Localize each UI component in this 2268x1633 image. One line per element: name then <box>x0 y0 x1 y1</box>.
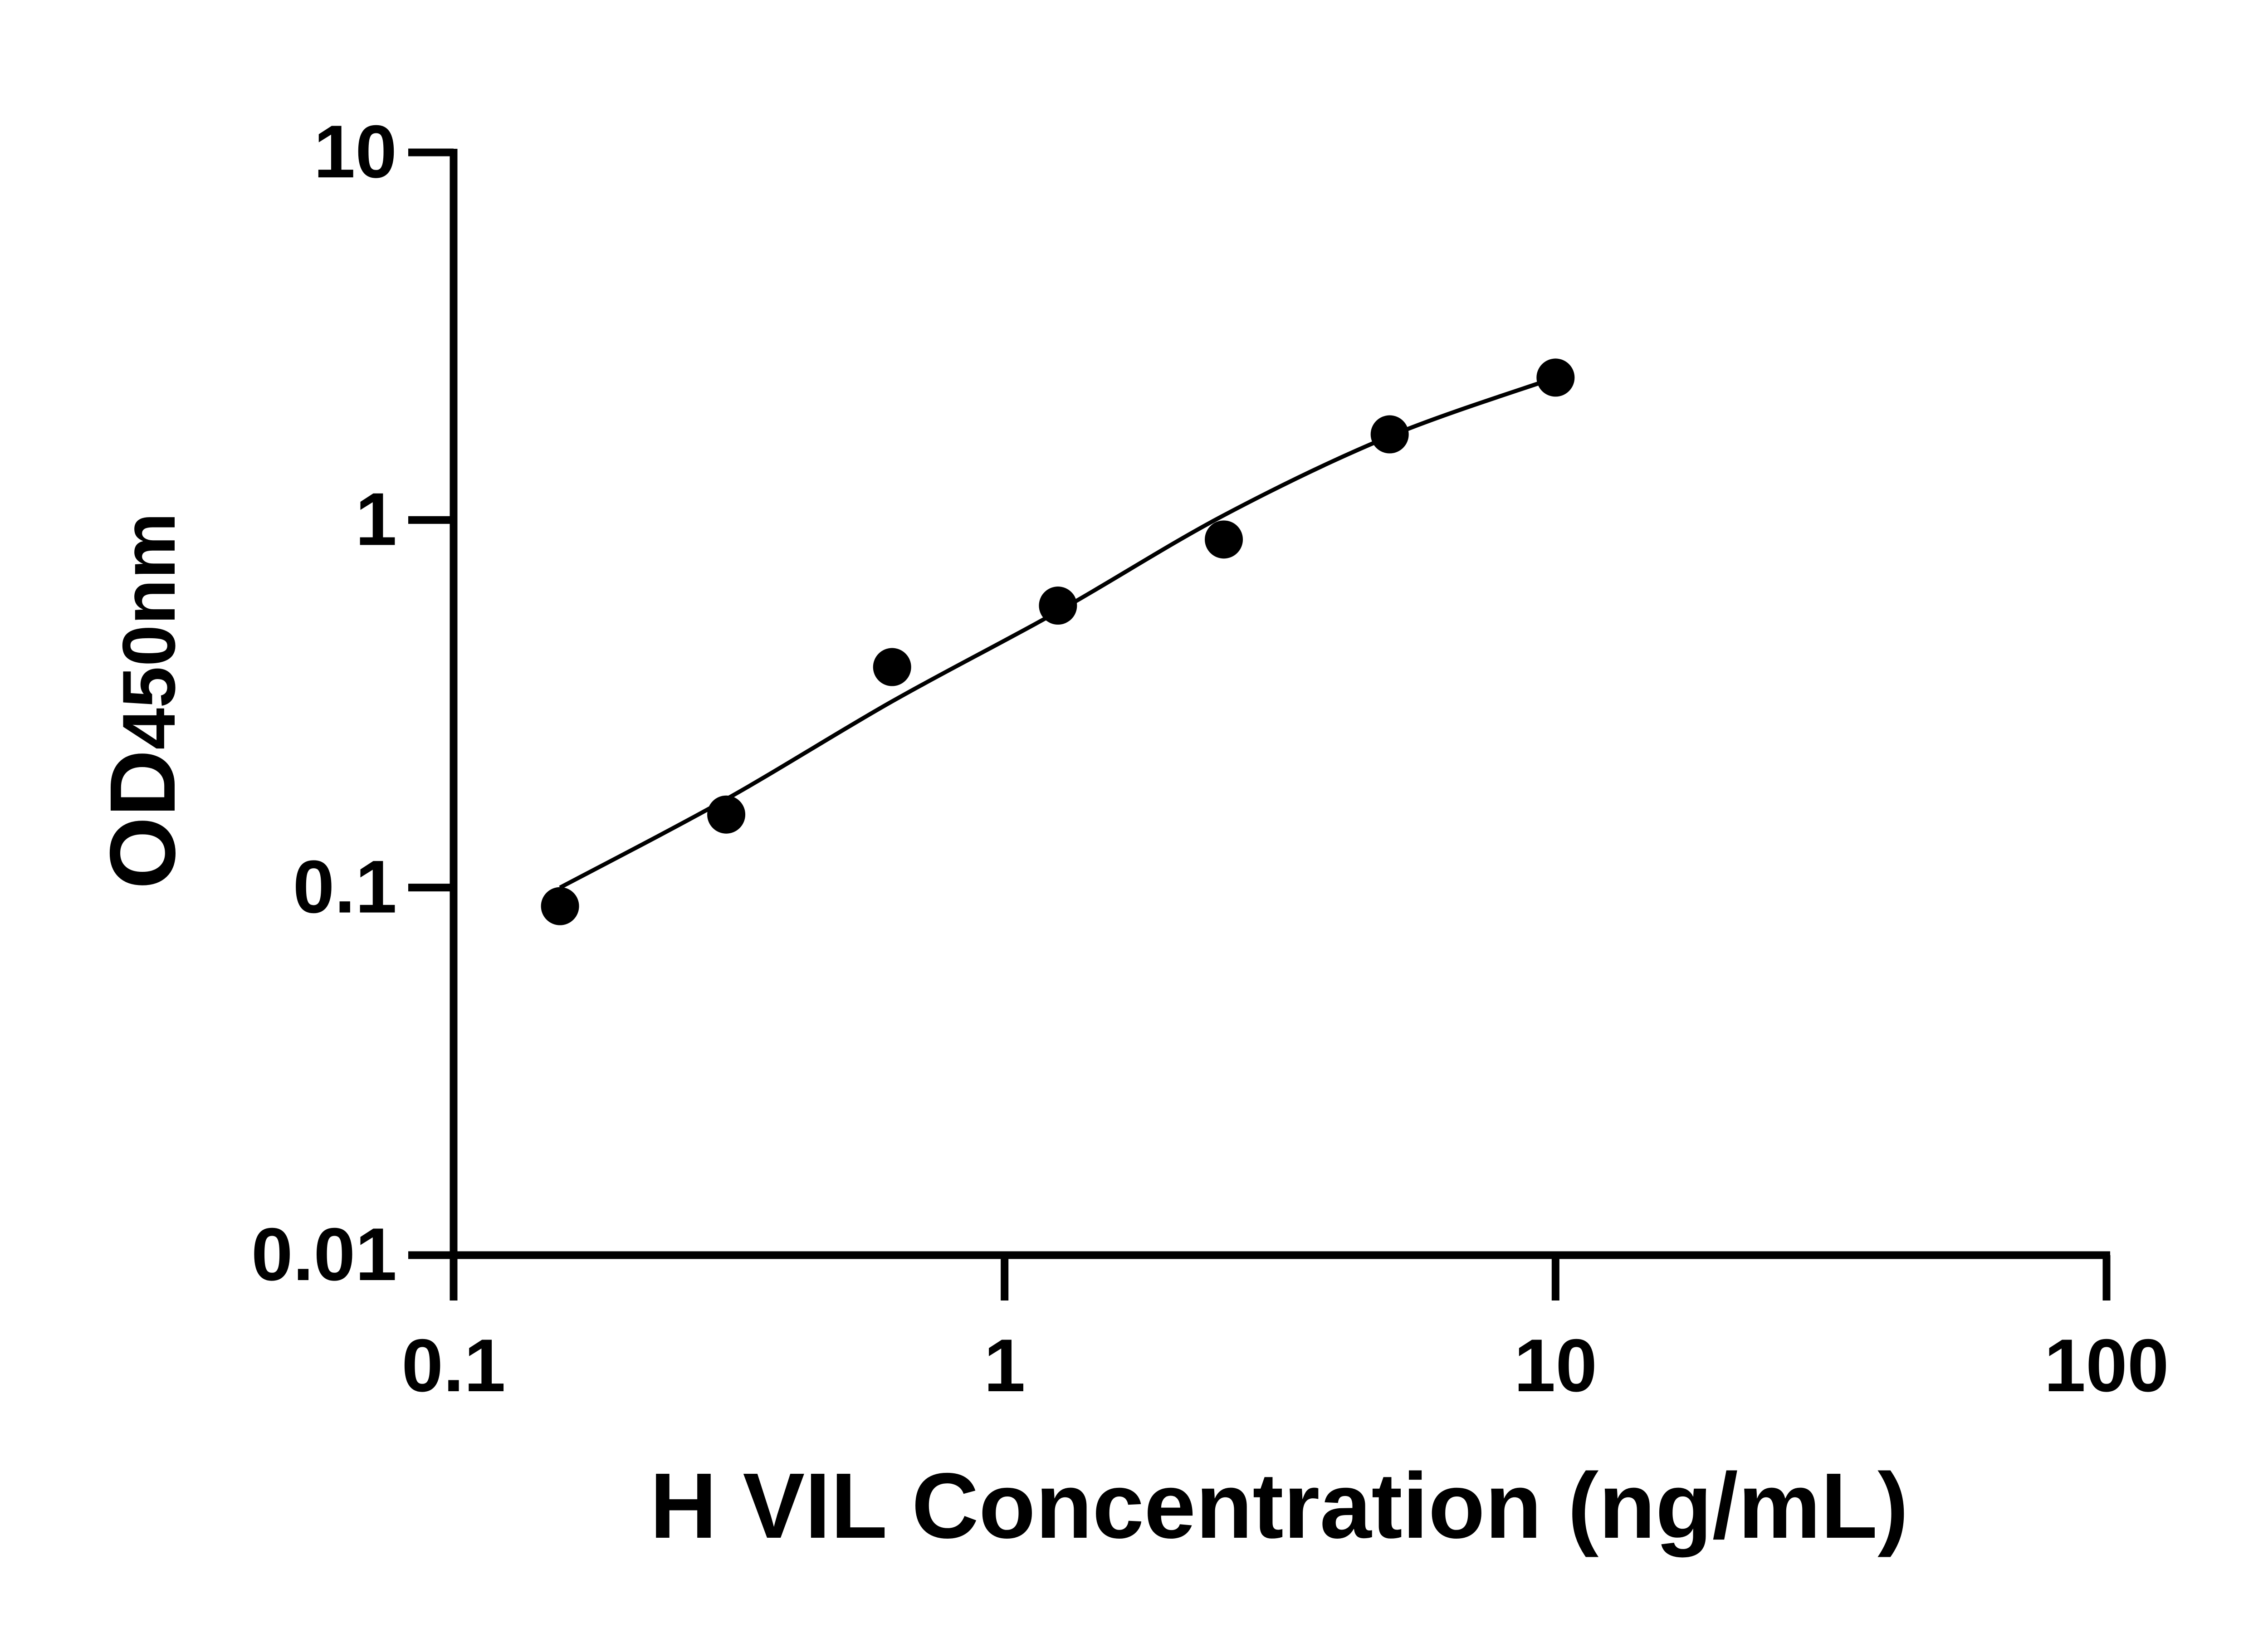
y-axis-title: OD450nm <box>91 513 195 889</box>
x-axis-title: H VIL Concentration (ng/mL) <box>650 1454 1908 1558</box>
y-tick-label: 0.01 <box>251 1213 397 1296</box>
y-tick-label: 0.1 <box>293 845 397 929</box>
points-group <box>541 358 1575 925</box>
x-tick-label: 10 <box>1514 1324 1598 1407</box>
data-point <box>541 887 579 925</box>
x-tick-label: 1 <box>984 1324 1026 1407</box>
data-point <box>1370 415 1409 454</box>
data-point <box>1039 587 1077 625</box>
y-tick-label: 10 <box>313 110 397 193</box>
x-tick-label: 100 <box>2044 1324 2169 1407</box>
data-point <box>1536 358 1575 397</box>
data-point <box>873 648 911 686</box>
data-point <box>707 795 746 834</box>
y-tick-label: 1 <box>355 477 397 561</box>
x-tick-label: 0.1 <box>401 1324 505 1407</box>
data-point <box>1205 520 1243 559</box>
